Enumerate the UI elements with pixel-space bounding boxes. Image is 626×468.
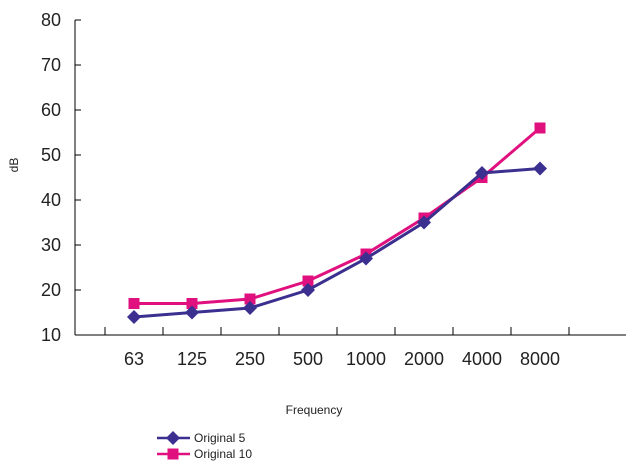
legend-label: Original 10 — [194, 447, 252, 461]
data-point — [243, 301, 257, 315]
y-tick-labels: 10 20 30 40 50 60 70 80 — [41, 10, 61, 345]
legend-item: Original 5 — [157, 431, 246, 445]
x-axis-title: Frequency — [286, 403, 343, 417]
legend-marker — [166, 431, 180, 445]
y-axis-title: dB — [7, 158, 21, 173]
axes — [74, 19, 626, 336]
y-tick-label: 40 — [41, 190, 61, 210]
data-point — [359, 251, 373, 266]
data-point — [244, 293, 256, 305]
data-point — [417, 215, 431, 230]
legend-label: Original 5 — [194, 431, 246, 445]
x-tick-label: 8000 — [520, 349, 560, 369]
x-tick-label: 1000 — [346, 349, 386, 369]
data-point — [127, 310, 141, 324]
series-layer — [127, 122, 547, 324]
y-tick-label: 60 — [41, 100, 61, 120]
x-tick-labels: 63 125 250 500 1000 2000 4000 8000 — [124, 349, 560, 369]
x-tick-label: 2000 — [404, 349, 444, 369]
data-point — [475, 166, 489, 180]
x-tick-label: 125 — [177, 349, 207, 369]
data-point — [302, 275, 314, 287]
y-tick-label: 80 — [41, 10, 61, 30]
y-tick-label: 10 — [41, 325, 61, 345]
series-line — [133, 167, 541, 319]
x-tick-label: 500 — [293, 349, 323, 369]
legend-item: Original 10 — [157, 447, 252, 461]
legend-marker — [167, 448, 179, 460]
y-tick-label: 20 — [41, 280, 61, 300]
data-point — [186, 298, 198, 309]
y-tick-label: 50 — [41, 145, 61, 165]
data-point — [185, 305, 199, 320]
x-tick-label: 250 — [235, 349, 265, 369]
series-original-10 — [128, 122, 546, 309]
legend: Original 5 Original 10 — [157, 431, 252, 461]
data-point — [533, 161, 547, 176]
x-tick-label: 63 — [124, 349, 144, 369]
series-line — [134, 126, 541, 305]
data-point — [301, 283, 315, 297]
y-tick-label: 70 — [41, 55, 61, 75]
series-original-5 — [127, 161, 547, 324]
y-tick-label: 30 — [41, 235, 61, 255]
data-point — [534, 122, 546, 134]
data-point — [128, 298, 140, 309]
x-tick-label: 4000 — [462, 349, 502, 369]
